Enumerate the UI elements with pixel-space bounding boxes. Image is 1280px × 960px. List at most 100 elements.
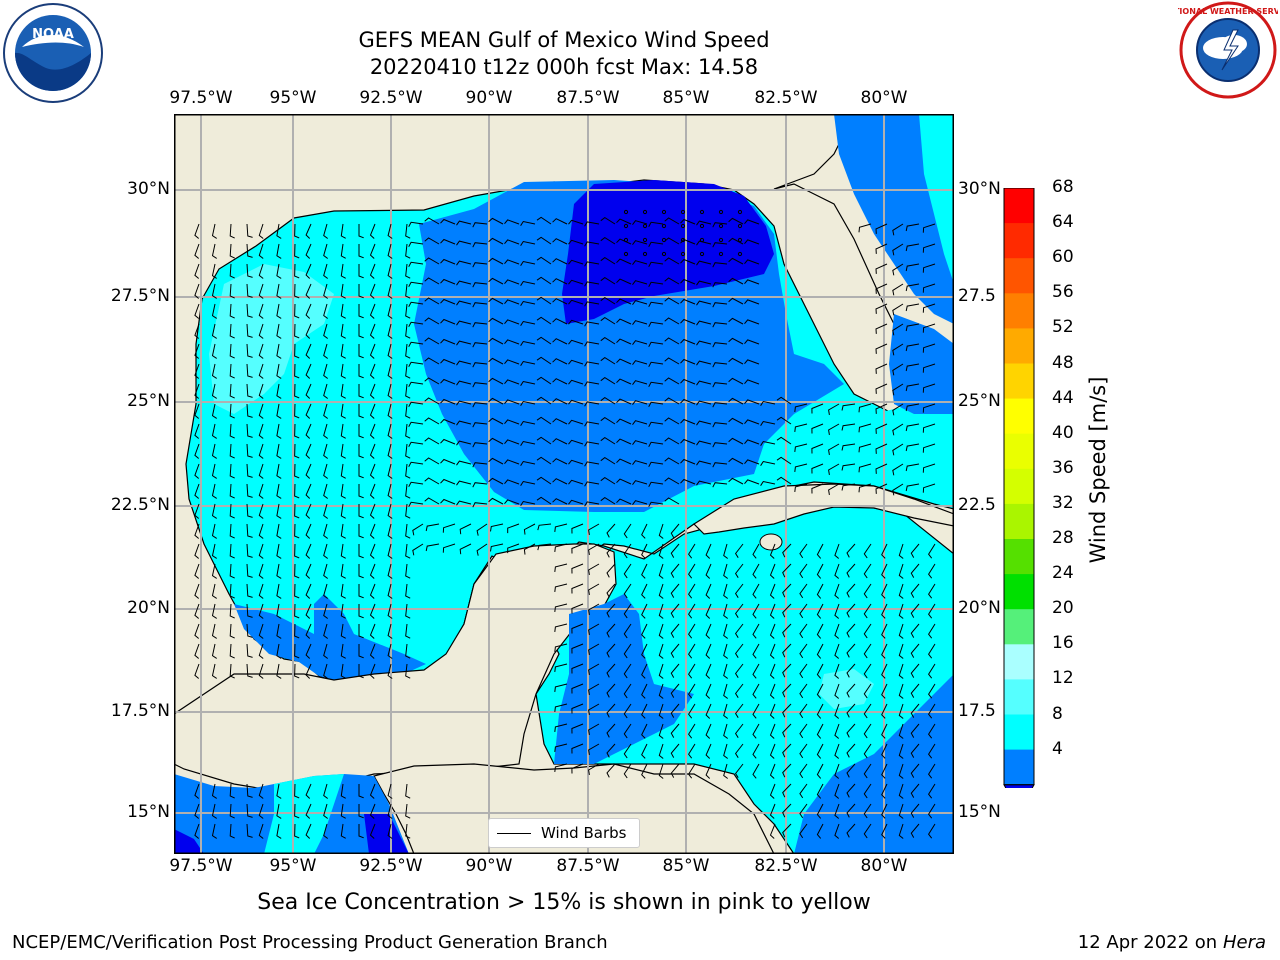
wind-barb xyxy=(799,563,808,579)
wind-barb xyxy=(408,221,424,227)
wind-barb xyxy=(687,583,696,599)
wind-barb xyxy=(536,216,552,225)
wind-barb xyxy=(875,223,888,234)
lat-tick-label: 22.5°N xyxy=(110,495,170,515)
wind-barb xyxy=(488,357,504,365)
wind-barb xyxy=(892,343,904,356)
wind-barb xyxy=(229,283,235,299)
wind-barb xyxy=(696,460,712,466)
wind-barb xyxy=(440,318,456,325)
wind-barb xyxy=(520,360,536,366)
wind-barb xyxy=(194,583,200,599)
wind-barb xyxy=(229,643,235,659)
wind-barb xyxy=(680,438,696,445)
wind-barb xyxy=(834,663,840,679)
wind-barb xyxy=(571,603,584,614)
wind-barb xyxy=(898,743,904,759)
wind-barb xyxy=(408,421,424,427)
wind-barb xyxy=(571,543,584,554)
wind-barb xyxy=(194,823,200,839)
wind-barb xyxy=(276,803,282,819)
wind-barb xyxy=(305,303,312,319)
wind-barb xyxy=(816,783,824,799)
wind-barb xyxy=(536,336,552,345)
wind-barb xyxy=(552,478,568,485)
wind-barb xyxy=(696,420,712,426)
lat-tick-label: 25°N xyxy=(958,391,1001,411)
wind-barb xyxy=(456,360,472,366)
wind-barb xyxy=(472,402,488,408)
wind-barb xyxy=(258,323,264,339)
wind-barb xyxy=(846,623,856,638)
wind-barb xyxy=(641,703,648,719)
legend-box: Wind Barbs xyxy=(488,818,640,848)
lat-tick-label: 20°N xyxy=(127,598,170,618)
wind-barb xyxy=(927,583,936,599)
wind-barb xyxy=(641,563,648,579)
wind-barb xyxy=(632,440,648,445)
wind-barb xyxy=(305,423,312,439)
wind-barb xyxy=(744,219,760,225)
wind-barb xyxy=(769,743,776,759)
wind-barb xyxy=(881,763,888,779)
wind-barb xyxy=(504,319,520,325)
wind-barb xyxy=(898,803,904,819)
wind-barb xyxy=(712,382,728,388)
wind-barb xyxy=(898,723,904,739)
wind-barb xyxy=(705,543,712,559)
wind-barb xyxy=(536,416,552,425)
wind-barb xyxy=(229,343,235,359)
wind-barb xyxy=(472,222,488,228)
wind-barb xyxy=(816,543,824,559)
wind-barb xyxy=(828,463,840,475)
wind-barb xyxy=(606,723,616,738)
wind-barb xyxy=(811,403,824,414)
wind-barb xyxy=(229,383,235,399)
wind-barb xyxy=(424,317,440,325)
wind-barb xyxy=(816,803,824,819)
wind-barb xyxy=(211,503,217,519)
wind-barb xyxy=(258,523,264,539)
wind-barb xyxy=(554,563,568,572)
wind-barb xyxy=(863,543,872,559)
wind-barb xyxy=(246,223,253,238)
lat-tick-label: 15°N xyxy=(958,802,1001,822)
colorbar-tick-label: 52 xyxy=(1052,317,1074,338)
calm-circle xyxy=(699,237,705,243)
wind-barb xyxy=(927,703,936,719)
wind-barb xyxy=(504,399,520,405)
wind-barb xyxy=(658,723,664,739)
wind-barb xyxy=(387,523,393,539)
wind-barb xyxy=(687,703,696,719)
wind-barb xyxy=(723,643,728,659)
wind-barb xyxy=(294,483,300,499)
wind-barb xyxy=(504,499,520,505)
wind-barb xyxy=(358,364,364,379)
wind-barb xyxy=(584,501,600,507)
wind-barb xyxy=(632,300,648,305)
wind-barb xyxy=(504,299,520,305)
wind-barb xyxy=(424,377,440,385)
wind-barb xyxy=(294,343,300,359)
wind-barb xyxy=(305,563,312,579)
wind-barb xyxy=(276,243,282,259)
lat-tick-label: 20°N xyxy=(958,598,1001,618)
wind-barb xyxy=(905,463,920,472)
wind-barb xyxy=(568,279,584,285)
lat-tick-label: 27.5 xyxy=(958,286,996,306)
wind-barb xyxy=(794,443,808,452)
wind-barb xyxy=(898,623,904,639)
wind-barb xyxy=(687,663,696,679)
wind-barb xyxy=(194,563,200,579)
calm-circle xyxy=(680,209,686,215)
wind-barb xyxy=(828,483,840,495)
wind-barb xyxy=(571,583,584,594)
wind-barb xyxy=(408,361,424,367)
wind-barb xyxy=(340,303,346,319)
wind-barb xyxy=(728,217,744,225)
wind-barb xyxy=(554,663,568,672)
calm-circle xyxy=(623,209,629,215)
wind-barb xyxy=(258,403,264,419)
wind-barb xyxy=(369,643,376,659)
wind-barb xyxy=(323,403,328,419)
